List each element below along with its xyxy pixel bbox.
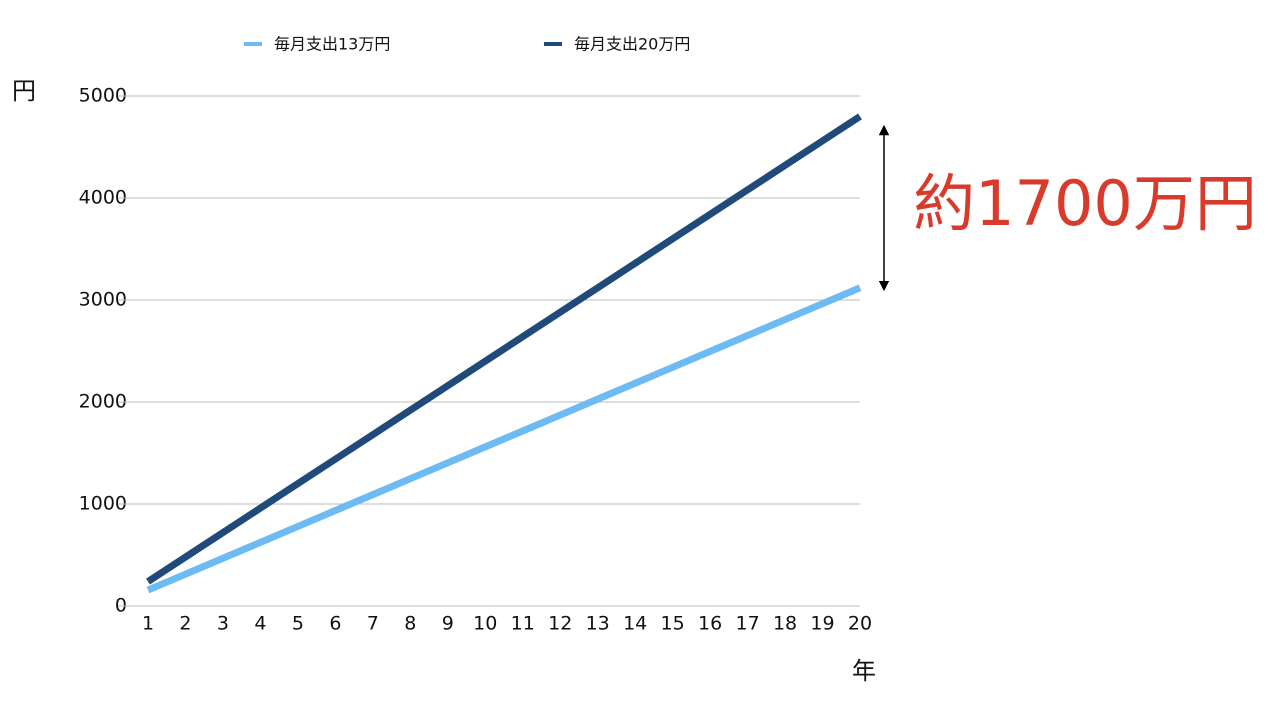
y-tick-label: 2000 bbox=[79, 391, 127, 413]
x-tick-label: 14 bbox=[623, 613, 647, 635]
y-tick-label: 1000 bbox=[79, 493, 127, 515]
series-line bbox=[146, 284, 862, 594]
x-tick-label: 20 bbox=[848, 613, 872, 635]
x-tick-label: 6 bbox=[329, 613, 341, 635]
x-tick-label: 12 bbox=[548, 613, 572, 635]
x-tick-label: 19 bbox=[810, 613, 834, 635]
y-tick-label: 3000 bbox=[79, 289, 127, 311]
x-tick-label: 10 bbox=[473, 613, 497, 635]
series-line bbox=[146, 113, 862, 585]
x-tick-label: 15 bbox=[661, 613, 685, 635]
x-tick-label: 17 bbox=[735, 613, 759, 635]
legend-label: 毎月支出13万円 bbox=[274, 35, 390, 54]
x-tick-label: 3 bbox=[217, 613, 229, 635]
x-axis-label: 年 bbox=[852, 657, 876, 685]
x-tick-label: 11 bbox=[511, 613, 535, 635]
x-tick-label: 1 bbox=[142, 613, 154, 635]
legend-label: 毎月支出20万円 bbox=[574, 35, 690, 54]
y-tick-label: 5000 bbox=[79, 85, 127, 107]
x-tick-label: 13 bbox=[586, 613, 610, 635]
x-tick-label: 16 bbox=[698, 613, 722, 635]
x-tick-label: 18 bbox=[773, 613, 797, 635]
x-tick-label: 7 bbox=[367, 613, 379, 635]
x-tick-label: 5 bbox=[292, 613, 304, 635]
x-tick-label: 9 bbox=[442, 613, 454, 635]
y-axis-label: 円 bbox=[12, 77, 36, 105]
x-tick-label: 2 bbox=[179, 613, 191, 635]
x-tick-label: 4 bbox=[254, 613, 266, 635]
x-tick-label: 8 bbox=[404, 613, 416, 635]
y-tick-label: 4000 bbox=[79, 187, 127, 209]
annotation: 約1700万円 bbox=[913, 167, 1257, 240]
